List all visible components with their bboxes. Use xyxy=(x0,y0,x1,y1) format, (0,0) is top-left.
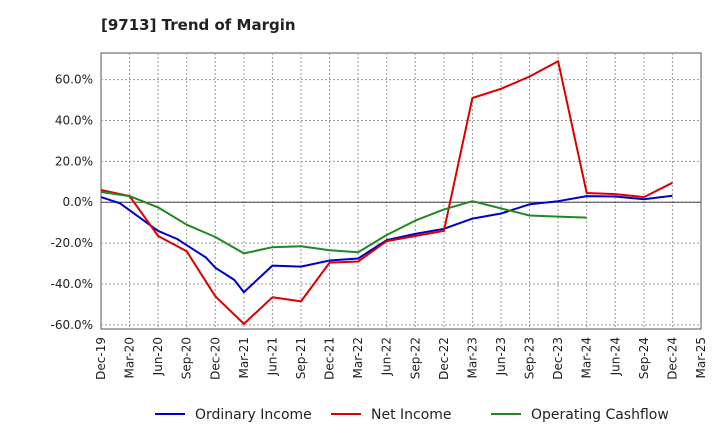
x-tick-label: Mar-21 xyxy=(237,337,251,378)
x-tick-label: Sep-22 xyxy=(408,337,422,379)
x-tick-label: Sep-20 xyxy=(180,337,194,379)
x-tick-label: Mar-25 xyxy=(694,337,708,378)
y-tick-label: -60.0% xyxy=(51,318,93,332)
y-tick-label: -40.0% xyxy=(51,277,93,291)
legend: Ordinary Income Net Income Operating Cashf… xyxy=(155,407,669,423)
x-tick-label: Jun-23 xyxy=(494,337,508,376)
series-line-1 xyxy=(100,60,673,325)
x-tick-label: Sep-24 xyxy=(637,337,651,379)
y-axis-ticks: 60.0% 40.0% 20.0% 0.0% -20.0% -40.0% -60.0% xyxy=(51,73,93,332)
x-tick-label: Jun-21 xyxy=(265,337,279,376)
x-tick-label: Dec-22 xyxy=(437,337,451,380)
chart-title: [9713] Trend of Margin xyxy=(101,16,296,34)
legend-label: Net Income xyxy=(371,407,452,423)
x-tick-label: Dec-23 xyxy=(551,337,565,380)
y-tick-label: 0.0% xyxy=(63,195,94,209)
x-tick-label: Dec-24 xyxy=(665,337,679,380)
y-tick-label: 60.0% xyxy=(55,73,93,87)
x-tick-label: Mar-20 xyxy=(123,337,137,378)
x-tick-label: Sep-23 xyxy=(523,337,537,379)
y-tick-label: 20.0% xyxy=(55,154,93,168)
legend-label: Operating Cashflow xyxy=(531,407,669,423)
x-tick-label: Jun-22 xyxy=(380,337,394,376)
x-tick-label: Mar-23 xyxy=(465,337,479,378)
x-axis-ticks: Dec-19 Mar-20 Jun-20 Sep-20 Dec-20 Mar-21 Jun-… xyxy=(94,337,708,380)
grid xyxy=(101,53,701,329)
series-lines xyxy=(100,60,673,325)
legend-label: Ordinary Income xyxy=(195,407,312,423)
x-tick-label: Sep-21 xyxy=(294,337,308,379)
x-tick-label: Dec-19 xyxy=(94,337,108,380)
x-tick-label: Jun-24 xyxy=(608,337,622,376)
y-tick-label: -20.0% xyxy=(51,236,93,250)
x-tick-label: Dec-20 xyxy=(208,337,222,380)
y-tick-label: 40.0% xyxy=(55,113,93,127)
series-line-2 xyxy=(100,191,587,255)
x-tick-label: Mar-22 xyxy=(351,337,365,378)
plot-area xyxy=(100,52,702,330)
x-tick-label: Mar-24 xyxy=(580,337,594,378)
series-line-0 xyxy=(100,194,673,294)
x-tick-label: Jun-20 xyxy=(151,337,165,376)
x-tick-label: Dec-21 xyxy=(323,337,337,380)
